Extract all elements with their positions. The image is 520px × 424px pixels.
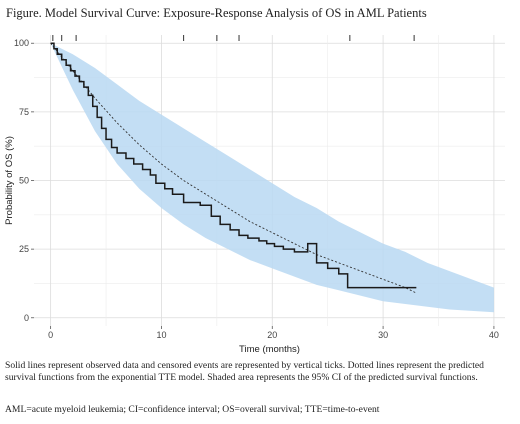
survival-chart: 0 25 50 75 100 0 10 20 30 40 Time (months) Probabil… — [4, 35, 505, 355]
observed-step-line — [50, 42, 417, 289]
y-axis-title: Probability of OS (%) — [4, 136, 15, 225]
figure-title: Figure. Model Survival Curve: Exposure-R… — [6, 6, 427, 20]
predicted-line — [50, 42, 417, 294]
ci-band-area — [50, 43, 494, 313]
y-tick-label: 25 — [19, 244, 29, 254]
abbreviations-note: AML=acute myeloid leukemia; CI=confidenc… — [5, 404, 380, 415]
ci-band — [50, 43, 494, 313]
figure-caption: Solid lines represent observed data and … — [5, 360, 484, 383]
x-axis-title: Time (months) — [239, 344, 300, 355]
observed-curve — [50, 42, 417, 289]
x-tick-label: 40 — [489, 330, 499, 340]
censor-ticks — [52, 35, 415, 41]
y-tick-label: 50 — [19, 176, 29, 186]
y-tick-label: 75 — [19, 107, 29, 117]
x-tick-label: 20 — [267, 330, 277, 340]
x-tick-label: 0 — [48, 330, 53, 340]
x-tick-label: 30 — [378, 330, 388, 340]
y-tick-label: 100 — [14, 38, 29, 48]
axes: 0 25 50 75 100 0 10 20 30 40 Time (months) Probabil… — [4, 38, 499, 355]
predicted-curve — [50, 42, 417, 294]
x-tick-label: 10 — [156, 330, 166, 340]
y-tick-label: 0 — [24, 313, 29, 323]
